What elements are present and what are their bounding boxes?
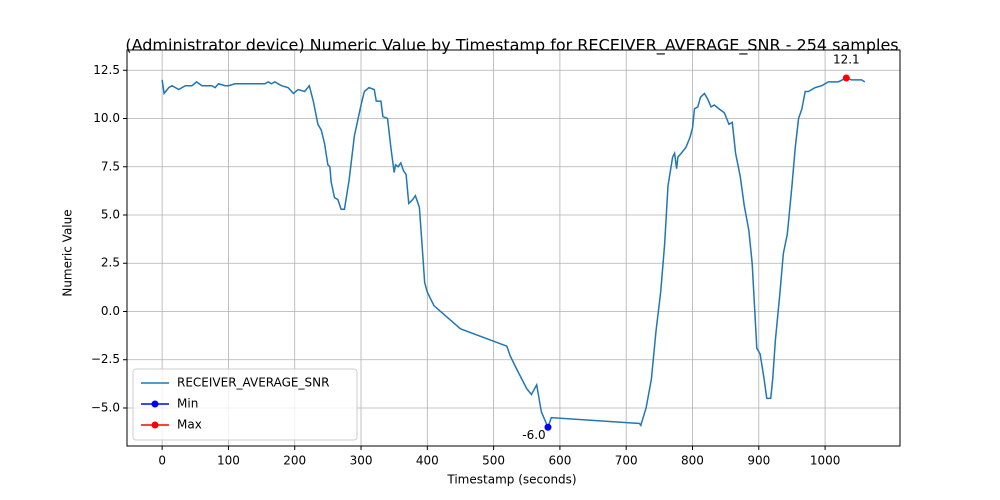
- x-tick-label: 1000: [810, 454, 841, 468]
- y-tick-label: 2.5: [101, 256, 120, 270]
- plot-frame: [126, 49, 901, 447]
- chart-title: (Administrator device) Numeric Value by …: [125, 36, 898, 56]
- x-axis-label: Timestamp (seconds): [446, 473, 576, 487]
- y-tick-label: 7.5: [101, 159, 120, 173]
- marker: [842, 74, 850, 82]
- data-label: -6.0: [522, 428, 545, 442]
- x-tick-label: 400: [416, 454, 439, 468]
- x-tick-label: 200: [283, 454, 306, 468]
- legend-box: [132, 368, 358, 441]
- legend-marker: [151, 400, 159, 408]
- x-tick-label: 700: [615, 454, 638, 468]
- y-tick-label: −2.5: [91, 352, 120, 366]
- legend-label: RECEIVER_AVERAGE_SNR: [177, 376, 329, 390]
- x-tick-label: 300: [350, 454, 373, 468]
- y-axis-label: Numeric Value: [61, 209, 75, 296]
- x-tick-label: 0: [158, 454, 166, 468]
- marker: [544, 423, 552, 431]
- data-label: 12.1: [833, 52, 860, 66]
- y-tick-label: 12.5: [93, 63, 120, 77]
- x-tick-label: 500: [482, 454, 505, 468]
- y-tick-label: −5.0: [91, 400, 120, 414]
- legend-label: Max: [177, 418, 202, 432]
- y-tick-label: 5.0: [101, 208, 120, 222]
- x-tick-label: 600: [548, 454, 571, 468]
- legend-marker: [151, 421, 159, 429]
- y-tick-label: 0.0: [101, 304, 120, 318]
- x-tick-label: 900: [747, 454, 770, 468]
- x-tick-label: 100: [217, 454, 240, 468]
- data-line: [161, 77, 866, 430]
- x-tick-label: 800: [681, 454, 704, 468]
- legend-label: Min: [177, 397, 198, 411]
- y-tick-label: 10.0: [93, 111, 120, 125]
